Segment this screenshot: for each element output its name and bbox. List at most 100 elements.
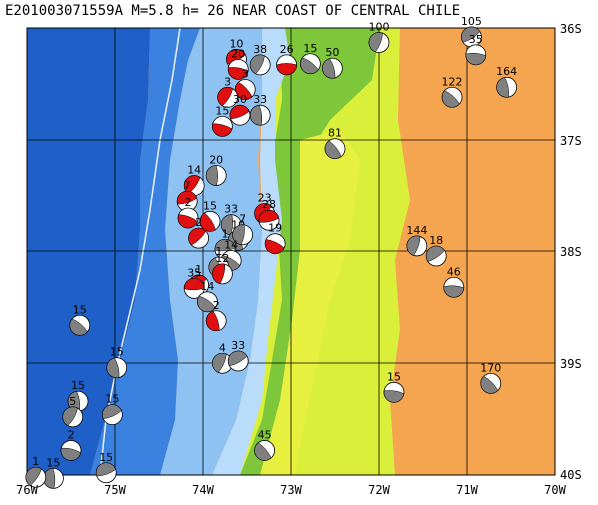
depth-label: 33 [253,93,267,106]
depth-label: 170 [480,361,501,374]
beachball-quadrant [95,462,116,477]
depth-label: 33 [231,339,245,352]
focal-mechanism-beachball: 2 [205,299,227,332]
depth-label: 45 [258,428,272,441]
beachball-quadrant [324,140,342,159]
depth-label: 3 [224,75,231,88]
beachball-quadrant [276,63,297,76]
depth-label: 23 [258,192,272,205]
focal-mechanism-beachball: 26 [276,43,298,76]
depth-label: 33 [224,203,238,216]
depth-label: 20 [231,47,245,60]
depth-label: 81 [328,127,342,140]
focal-mechanism-beachball: 50 [321,46,343,79]
depth-label: 15 [99,451,113,464]
map-frame [26,27,556,476]
focal-mechanism-beachball: 5 [62,395,84,428]
beachball-quadrant [250,104,263,126]
focal-mechanism-beachball: 46 [443,265,465,298]
focal-mechanism-beachball: 15 [101,393,123,426]
focal-mechanism-beachball: 144 [406,224,427,257]
beachball-quadrant [217,87,234,107]
focal-mechanism-beachball: 33 [249,93,271,126]
beachball-quadrant [199,212,216,232]
depth-label: 15 [215,104,229,117]
focal-mechanism-beachball: 35 [183,266,205,299]
focal-mechanism-beachball: 15 [43,456,64,489]
beachball-quadrant [480,375,499,394]
depth-label: 122 [442,75,463,88]
beachball-quadrant [383,390,405,403]
focal-mechanism-beachball: 1 [25,455,47,488]
depth-label: 10 [229,37,243,50]
focal-mechanism-beachball: 3 [234,67,256,100]
beachball-quadrant [496,77,509,98]
depth-label: 5 [69,395,76,408]
beachball-quadrant [212,123,233,137]
depth-label: 35 [469,33,483,46]
focal-mechanism-beachball: 15 [299,42,321,75]
beachball-quadrant [300,57,319,74]
focal-mechanism-beachball: 12 [211,252,233,285]
map-title: E201003071559A M=5.8 h= 26 NEAR COAST OF… [5,3,461,19]
depth-label: 14 [200,280,214,293]
beachball-quadrant [220,214,233,235]
y-tick-label: 40S [560,468,582,482]
focal-mechanism-beachball: 30 [229,93,251,126]
focal-mechanism-beachball: 15 [69,303,91,336]
focal-mechanism-beachball: 170 [480,361,501,394]
depth-label: 2 [213,299,220,312]
beachball-quadrant [69,318,88,336]
beachball-quadrant [441,90,460,108]
focal-mechanism-beachball: 122 [441,75,463,108]
focal-mechanism-beachball: 15 [383,370,405,403]
beachball-quadrant [212,263,226,284]
depth-label: 4 [219,341,226,354]
beachball-quadrant [25,467,42,486]
depth-label: 15 [387,370,401,383]
y-tick-label: 38S [560,245,582,259]
depth-label: 15 [73,303,87,316]
x-tick-label: 73W [280,483,302,497]
focal-mechanism-beachball: 20 [205,154,227,186]
beachball-quadrant [264,239,285,254]
focal-mechanism-beachball: 100 [369,21,390,53]
depth-label: 18 [429,234,443,247]
beachball-quadrant [102,404,122,419]
focal-mechanism-beachball: 33 [227,339,249,372]
focal-mechanism-beachball: 38 [249,43,271,76]
depth-label: 50 [325,46,339,59]
beachball-quadrant [197,295,216,312]
beachball-quadrant [229,104,250,120]
focal-mechanism-beachball: 19 [264,222,286,255]
depth-label: 164 [496,65,517,78]
beachball-quadrant [176,191,198,205]
depth-label: 26 [280,43,294,56]
beachball-quadrant [232,224,245,245]
beachball-quadrant [43,468,56,489]
beachball-quadrant [212,353,227,373]
x-tick-label: 71W [456,483,478,497]
depth-label: 7 [184,179,191,192]
depth-label: 15 [110,346,124,359]
beachball-quadrant [461,26,481,43]
depth-label: 19 [268,222,282,235]
x-tick-label: 75W [104,483,126,497]
y-tick-label: 37S [560,134,582,148]
focal-mechanism-beachball: 18 [425,234,447,267]
depth-label: 15 [105,393,119,406]
focal-mechanism-beachball: 14 [196,280,218,313]
focal-mechanism-beachball: 15 [211,104,233,137]
depth-label: 100 [369,21,390,34]
focal-mechanism-beachball: 35 [465,33,487,66]
depth-label: 46 [447,265,461,278]
depth-label: 105 [461,15,482,28]
depth-label: 2 [68,428,75,441]
beachball-quadrant [426,245,445,262]
depth-label: 35 [187,266,201,279]
beachball-quadrant [206,165,218,186]
depth-label: 38 [253,43,267,56]
focal-mechanism-beachball: 14 [183,164,205,196]
depth-label: 1 [195,263,202,276]
